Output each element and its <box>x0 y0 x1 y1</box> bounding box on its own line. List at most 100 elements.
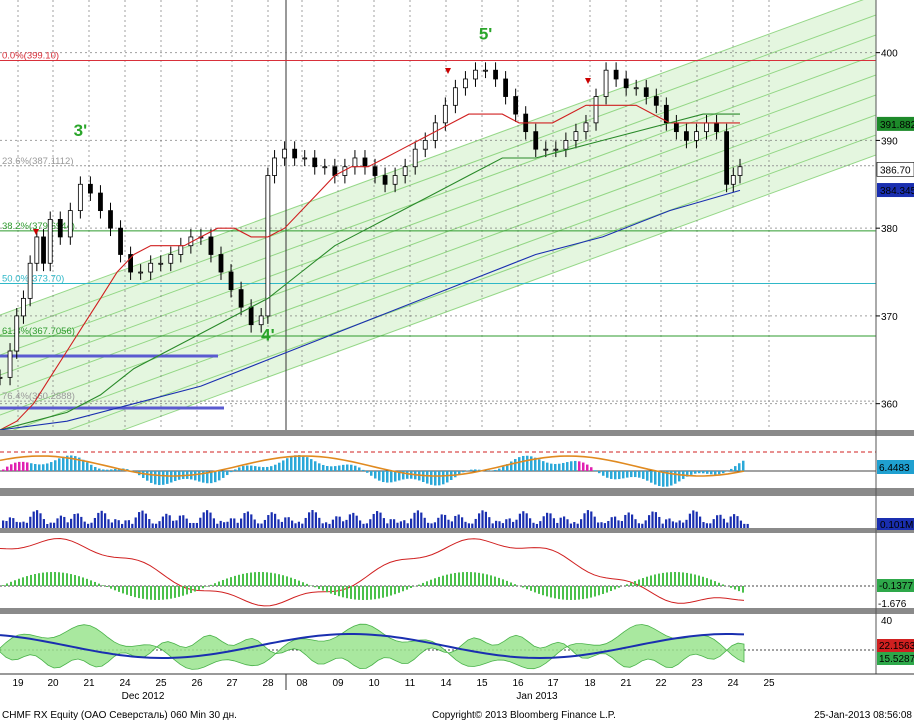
momentum-bar <box>218 581 220 586</box>
momentum-bar <box>430 579 432 586</box>
price-candle <box>613 69 619 80</box>
macd-bar <box>22 461 25 471</box>
month-label: Jan 2013 <box>516 691 558 702</box>
momentum-tag-label: -1.676 <box>878 599 907 610</box>
macd-bar <box>534 457 537 471</box>
momentum-bar <box>150 586 152 600</box>
macd-bar <box>58 458 61 471</box>
volume-bar <box>634 519 637 528</box>
volume-bar <box>614 516 617 528</box>
day-tick-label: 18 <box>584 678 596 689</box>
fib-label: 50.0%(373.70) <box>2 273 64 284</box>
price-candle <box>178 245 184 255</box>
momentum-bar <box>514 584 516 586</box>
volume-bar <box>284 517 287 528</box>
momentum-bar <box>254 572 256 586</box>
momentum-bar <box>370 586 372 600</box>
momentum-bar <box>522 586 524 588</box>
macd-bar <box>98 468 101 471</box>
momentum-bar <box>642 578 644 586</box>
volume-bar <box>32 511 35 528</box>
month-label: Dec 2012 <box>122 691 165 702</box>
price-tag-label: 386.70 <box>880 165 911 176</box>
day-tick-label: 14 <box>440 678 452 689</box>
volume-bar <box>389 519 392 528</box>
momentum-bar <box>690 573 692 586</box>
volume-bar <box>70 518 73 528</box>
momentum-bar <box>2 585 4 586</box>
momentum-bar <box>578 586 580 600</box>
macd-bar <box>30 463 33 471</box>
macd-bar <box>542 461 545 471</box>
dmi-tag-label: 22.1563 <box>879 641 914 652</box>
price-candle <box>442 104 448 124</box>
macd-bar <box>330 466 333 471</box>
volume-bar <box>362 523 365 528</box>
macd-bar <box>110 469 113 471</box>
momentum-bar <box>182 586 184 596</box>
volume-bar <box>743 523 746 528</box>
day-tick-label: 24 <box>119 678 131 689</box>
volume-bar <box>658 516 661 528</box>
price-candle <box>513 96 519 115</box>
volume-bar <box>12 518 15 528</box>
momentum-bar <box>258 572 260 586</box>
footer-copyright: Copyright© 2013 Bloomberg Finance L.P. <box>432 710 616 721</box>
momentum-bar <box>658 573 660 586</box>
price-candle <box>88 183 93 194</box>
momentum-bar <box>58 572 60 586</box>
volume-bar <box>280 521 283 528</box>
macd-bar <box>538 459 541 471</box>
macd-bar <box>554 463 557 471</box>
price-candle <box>238 289 244 308</box>
volume-bar <box>488 517 491 528</box>
price-candle <box>372 166 378 176</box>
momentum-bar <box>742 586 744 593</box>
volume-bar <box>491 523 494 528</box>
macd-bar <box>142 471 145 479</box>
macd-bar <box>446 471 449 483</box>
macd-bar <box>74 456 77 471</box>
volume-bar <box>529 518 532 528</box>
macd-bar <box>278 462 281 471</box>
macd-bar <box>118 468 121 471</box>
macd-bar <box>230 471 233 473</box>
momentum-line <box>0 537 745 607</box>
volume-bar <box>641 523 644 528</box>
momentum-bar <box>10 581 12 586</box>
price-candle <box>623 78 629 89</box>
momentum-bar <box>450 573 452 586</box>
volume-bar <box>505 519 508 528</box>
macd-bar <box>642 471 645 479</box>
volume-bar <box>110 522 113 528</box>
volume-bar <box>559 517 562 528</box>
volume-bar <box>212 518 215 528</box>
macd-bar <box>342 464 345 471</box>
volume-bar <box>348 514 351 528</box>
momentum-bar <box>170 586 172 599</box>
macd-bar <box>238 467 241 471</box>
price-candle <box>573 131 579 141</box>
volume-bar <box>250 514 253 528</box>
signal-marker <box>585 78 591 84</box>
volume-bar <box>705 523 708 528</box>
volume-bar <box>342 521 345 528</box>
price-candle <box>98 192 103 212</box>
momentum-bar <box>66 573 68 586</box>
volume-bar <box>396 522 399 528</box>
volume-bar <box>321 523 324 528</box>
momentum-tag-label: -0.1377 <box>879 581 913 592</box>
momentum-bar <box>446 574 448 586</box>
day-tick-label: 09 <box>332 678 344 689</box>
price-axis: 400 390 380 370 360 391.882 386.70 384.345 <box>875 0 914 674</box>
momentum-bar <box>198 586 200 590</box>
macd-bar <box>454 471 457 478</box>
volume-bar <box>410 518 413 528</box>
momentum-bar <box>250 572 252 586</box>
macd-bar <box>374 471 377 479</box>
momentum-bar <box>238 574 240 586</box>
momentum-bar <box>234 575 236 586</box>
macd-bar <box>18 461 21 471</box>
momentum-bar <box>178 586 180 597</box>
